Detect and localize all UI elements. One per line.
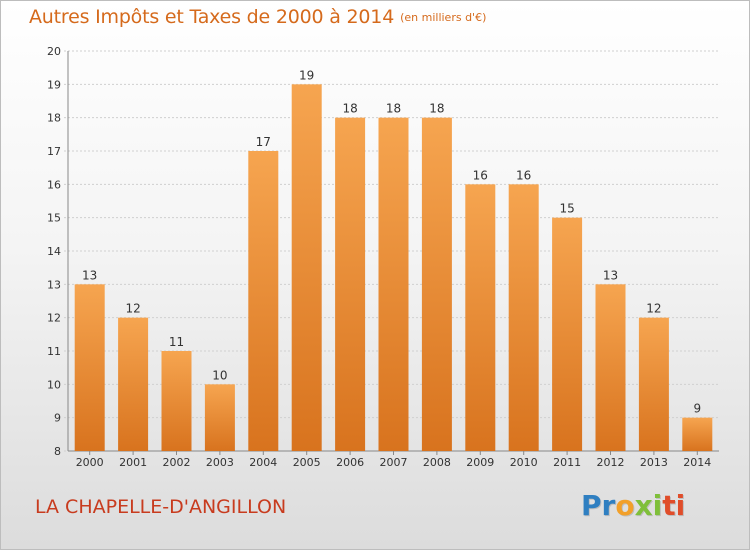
bar — [291, 84, 322, 451]
y-tick-label: 20 — [47, 45, 61, 58]
chart-title-text: Autres Impôts et Taxes de 2000 à 2014 — [29, 6, 395, 28]
bar — [161, 351, 192, 451]
bar-value-label: 18 — [342, 102, 357, 116]
brand-letter: r — [601, 489, 616, 522]
y-tick-label: 16 — [47, 178, 61, 191]
bar — [552, 217, 583, 451]
brand-letter: i — [675, 489, 686, 522]
y-tick-label: 13 — [47, 278, 61, 291]
bar-value-label: 13 — [603, 268, 618, 282]
bar-value-label: 11 — [169, 335, 184, 349]
x-tick-label: 2005 — [293, 456, 321, 469]
bar-value-label: 16 — [473, 168, 488, 182]
labels: 8910111213141516171819201320001220011120… — [47, 45, 711, 469]
x-tick-label: 2009 — [466, 456, 494, 469]
bar — [335, 117, 366, 452]
y-tick-label: 11 — [47, 345, 61, 358]
bar — [465, 184, 496, 452]
bar-value-label: 13 — [82, 268, 97, 282]
bar — [421, 117, 452, 452]
bar-value-label: 9 — [693, 402, 701, 416]
y-tick-label: 18 — [47, 112, 61, 125]
bar-value-label: 15 — [559, 202, 574, 216]
x-tick-label: 2006 — [336, 456, 364, 469]
bar-value-label: 18 — [386, 102, 401, 116]
x-tick-label: 2008 — [423, 456, 451, 469]
chart-unit-label: (en milliers d'€) — [400, 11, 487, 24]
x-tick-label: 2003 — [206, 456, 234, 469]
y-tick-label: 17 — [47, 145, 61, 158]
y-tick-label: 19 — [47, 78, 61, 91]
y-tick-label: 9 — [54, 412, 61, 425]
chart-title: Autres Impôts et Taxes de 2000 à 2014 (en… — [29, 6, 486, 28]
bar-value-label: 12 — [125, 302, 140, 316]
bar-value-label: 16 — [516, 168, 531, 182]
brand-logo[interactable]: Proxiti — [581, 489, 685, 522]
commune-name: LA CHAPELLE-D'ANGILLON — [35, 496, 287, 518]
bar — [682, 417, 713, 451]
bars — [74, 84, 713, 452]
x-tick-label: 2013 — [640, 456, 668, 469]
x-tick-label: 2002 — [163, 456, 191, 469]
bar — [638, 317, 669, 451]
bar — [204, 384, 235, 451]
brand-letter: P — [581, 489, 602, 522]
y-tick-label: 15 — [47, 212, 61, 225]
y-tick-label: 10 — [47, 378, 61, 391]
bar — [74, 284, 105, 451]
brand-letter: i — [652, 489, 663, 522]
bar — [508, 184, 539, 452]
x-tick-label: 2000 — [76, 456, 104, 469]
bar-value-label: 19 — [299, 68, 314, 82]
brand-letter: x — [634, 489, 653, 522]
x-tick-label: 2014 — [683, 456, 711, 469]
bar-value-label: 10 — [212, 368, 227, 382]
x-tick-label: 2010 — [510, 456, 538, 469]
x-tick-label: 2004 — [249, 456, 277, 469]
y-tick-label: 14 — [47, 245, 61, 258]
bar — [248, 151, 279, 451]
x-tick-label: 2007 — [380, 456, 408, 469]
bar-value-label: 17 — [256, 135, 271, 149]
x-tick-label: 2011 — [553, 456, 581, 469]
x-tick-label: 2012 — [597, 456, 625, 469]
bar — [378, 117, 409, 452]
bar — [118, 317, 149, 451]
brand-letter: t — [662, 489, 676, 522]
brand-letter: o — [615, 489, 635, 522]
x-tick-label: 2001 — [119, 456, 147, 469]
y-tick-label: 12 — [47, 312, 61, 325]
bar-value-label: 18 — [429, 102, 444, 116]
bar-value-label: 12 — [646, 302, 661, 316]
bar — [595, 284, 626, 451]
y-tick-label: 8 — [54, 445, 61, 458]
